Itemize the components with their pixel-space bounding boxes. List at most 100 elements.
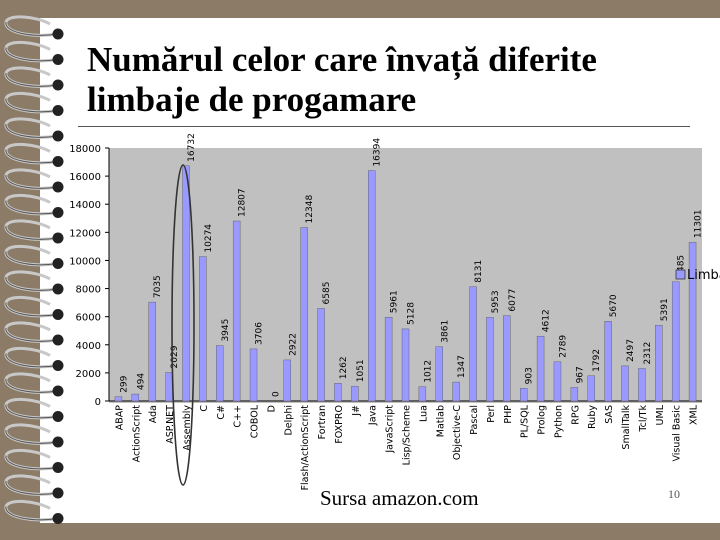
y-tick-label: 16000 [69,172,101,183]
category-label: C# [216,405,227,420]
category-label: C++ [233,405,244,428]
value-label: 4612 [542,309,552,332]
value-label: 3706 [255,322,265,345]
value-label: 1051 [356,359,366,382]
bar [486,317,494,402]
bar [621,365,629,402]
value-label: 299 [119,375,129,392]
spiral-ring [4,245,64,269]
y-tick-label: 10000 [69,256,101,267]
value-label: 0 [271,391,281,397]
category-label: Python [553,405,564,438]
highlight-ellipse [171,164,195,486]
value-label: 5961 [390,290,400,313]
spiral-ring [4,347,64,371]
spiral-ring [4,321,64,346]
bar [452,381,460,402]
value-label: 2029 [170,345,180,368]
value-label: 2497 [626,339,636,362]
value-label: 7035 [153,275,163,298]
category-label: J# [351,405,362,417]
value-label: 16394 [373,138,383,167]
category-label: COBOL [250,404,261,438]
bar [300,227,308,402]
spiral-ring [4,41,64,65]
y-tick-label: 2000 [76,369,101,380]
legend-label: Limba [687,268,720,283]
spiral-ring [4,66,64,91]
bar [216,345,224,402]
bar [604,321,612,402]
bar [536,335,545,402]
category-label: RPG [570,405,581,425]
category-label: ActionScript [131,405,142,463]
value-label: 16732 [187,133,197,162]
category-label: Matlab [435,405,446,437]
value-label: 6077 [508,289,518,312]
bar [638,368,646,402]
bar [334,383,342,402]
bar [165,372,173,402]
value-label: 8485 [677,255,687,278]
bar [182,165,190,402]
category-label: Ada [148,405,159,423]
bar [520,388,528,402]
page-title: Numărul celor care învață diferite limba… [87,40,597,119]
bar [418,386,427,402]
value-label: 1347 [457,355,467,378]
value-label: 967 [575,366,585,383]
bar-chart: 0 2000 4000 6000 8000 10000 12000 14000 16000 180… [69,133,720,491]
bar [368,170,376,402]
category-label: FOXPRO [334,405,345,444]
spiral-ring [4,15,64,40]
category-label: Visual Basic [672,405,683,462]
category-label: ABAP [114,405,125,431]
page-number: 10 [668,487,680,501]
category-label: Lua [418,405,429,422]
value-label: 1012 [423,360,433,383]
value-label: 1262 [339,356,349,379]
category-label: D [266,405,277,412]
value-label: 6585 [322,282,332,305]
value-label: 5670 [609,294,619,317]
spiral-ring [4,500,64,524]
spiral-ring [4,117,64,142]
y-tick-label: 14000 [69,200,101,211]
title-divider [78,126,690,127]
value-label: 3945 [221,319,231,342]
category-label: Assembly [182,405,193,451]
category-label: Perl [486,405,497,423]
bar [587,375,595,402]
source-note: Sursa amazon.com [320,486,479,510]
value-label: 2789 [558,335,568,358]
value-label: 2312 [643,342,653,365]
spiral-ring [4,92,64,116]
y-tick-label: 4000 [76,341,101,352]
category-label: Fortran [317,405,328,439]
spiral-ring [4,423,64,448]
legend: Limba [675,268,720,283]
bars-group [114,165,697,402]
bar [199,256,207,402]
category-label: Ruby [587,405,598,429]
spiral-ring [4,474,64,499]
bar [317,308,325,402]
bar [503,315,511,402]
category-label: Java [368,405,379,426]
value-labels-group: 299 494 7035 2029 16732 10274 3945 12807 3706 0 29… [119,133,703,397]
category-label: Pascal [469,405,480,435]
value-label: 12348 [305,195,315,224]
category-label: Tcl/Tk [638,405,649,433]
value-label: 10274 [204,224,214,253]
spiral-ring [4,398,64,422]
category-label: SAS [604,405,615,424]
bar [688,241,697,402]
category-label: ASP.NET [165,405,176,444]
category-label: XML [689,404,700,425]
spiral-ring [4,143,64,167]
y-tick-label: 12000 [69,228,101,239]
category-label: Flash/ActionScript [300,405,311,491]
value-label: 2922 [288,333,298,356]
bar [351,386,359,402]
spiral-ring [4,219,64,244]
